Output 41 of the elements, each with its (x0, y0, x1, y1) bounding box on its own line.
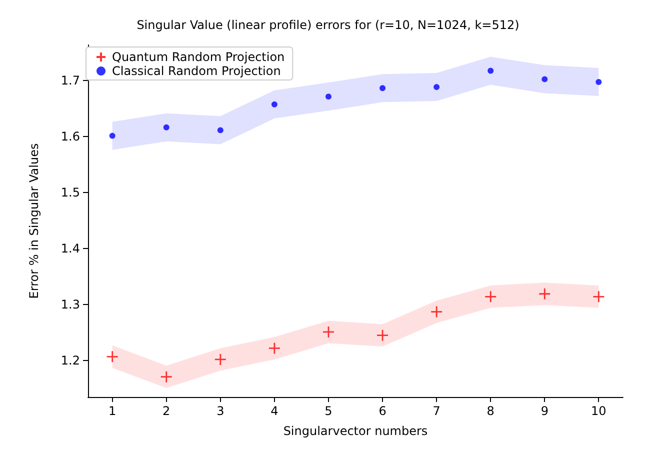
point (217, 127, 224, 134)
x-tick-label: 6 (378, 404, 386, 418)
y-tick-label: 1.6 (60, 129, 80, 144)
chart-title: Singular Value (linear profile) errors for (r=10, N=1024, k=512) (136, 18, 520, 32)
x-tick-label: 8 (486, 404, 494, 418)
x-tick-label: 2 (162, 404, 170, 418)
x-axis-title: Singularvector numbers (283, 424, 428, 438)
point (488, 68, 494, 74)
point (271, 101, 278, 108)
point (538, 288, 551, 300)
point (596, 78, 602, 85)
point (214, 353, 227, 366)
point (268, 342, 281, 354)
x-tick-label: 5 (324, 404, 332, 418)
y-tick-label: 1.2 (60, 354, 80, 368)
point (430, 306, 443, 318)
point (160, 370, 173, 384)
x-tick-label: 10 (591, 404, 606, 418)
point (106, 350, 119, 363)
x-tick-label: 4 (270, 404, 278, 418)
point (109, 132, 116, 139)
y-tick-label: 1.3 (60, 298, 80, 312)
x-tick-label: 1 (108, 404, 116, 418)
point (434, 84, 440, 90)
point (322, 326, 335, 338)
point (380, 85, 386, 92)
point (376, 329, 389, 342)
legend-label: Quantum Random Projection (112, 50, 285, 64)
point (592, 290, 605, 303)
x-tick-label: 7 (432, 404, 440, 418)
legend-label: Classical Random Projection (112, 64, 281, 78)
x-tick-label: 9 (540, 404, 548, 418)
y-axis-title: Error % in Singular Values (27, 143, 41, 299)
y-tick-label: 1.4 (60, 241, 80, 256)
y-tick-label: 1.7 (60, 73, 80, 88)
point (163, 124, 170, 130)
point (325, 94, 332, 100)
point (542, 76, 548, 82)
y-tick-label: 1.5 (60, 185, 80, 200)
x-tick-label: 3 (216, 404, 224, 418)
point (484, 290, 497, 303)
